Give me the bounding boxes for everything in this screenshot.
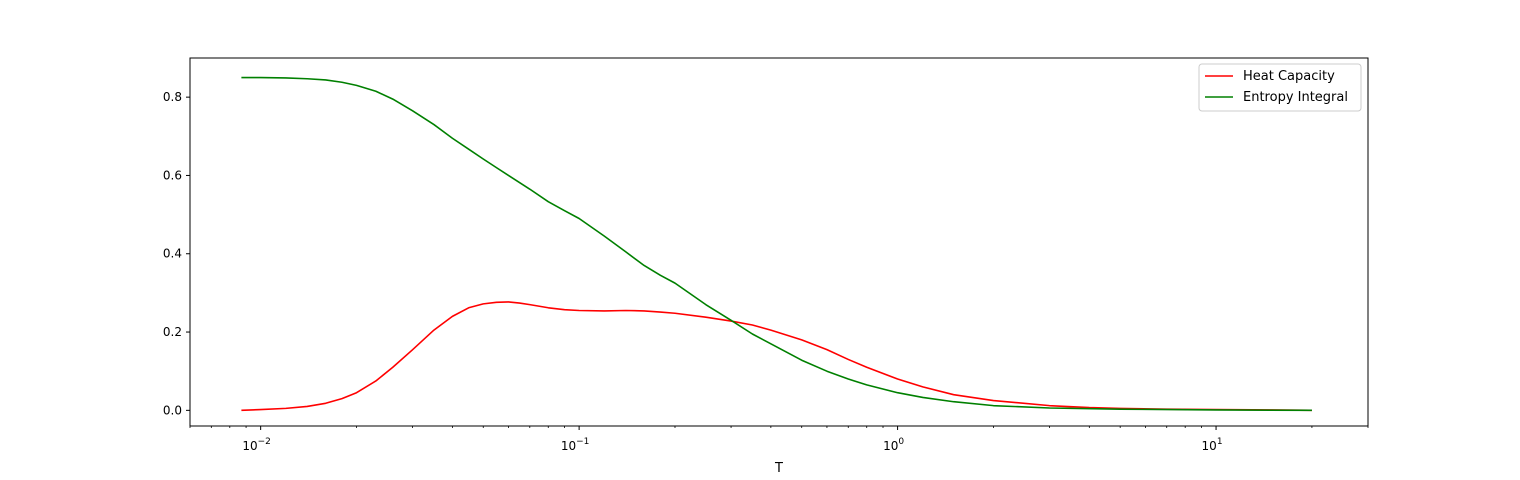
y-tick-label: 0.4 [163,247,182,261]
series-line-1 [241,76,1312,412]
legend-label-0: Heat Capacity [1243,69,1335,84]
x-tick-exponent: −2 [258,437,271,447]
x-axis-label: T [774,461,783,476]
y-tick-label: 0.6 [163,168,182,182]
x-tick-label: 100 [883,437,904,453]
legend: Heat Capacity Entropy Integral [1198,63,1362,112]
y-axis: 0.0 0.2 0.4 0.6 0.8 [163,90,190,417]
legend-label-1: Entropy Integral [1243,90,1348,105]
x-tick-exponent: 0 [898,437,904,447]
x-tick-label: 10−2 [242,437,271,453]
x-axis: 10−2 10−1 100 101 [189,426,1369,453]
x-tick-exponent: 1 [1217,437,1223,447]
y-tick-label: 0.2 [163,325,182,339]
series-line-0 [241,301,1312,412]
x-tick-exponent: −1 [576,437,589,447]
y-tick-label: 0.8 [163,90,182,104]
x-tick-label: 101 [1202,437,1223,453]
y-tick-label: 0.0 [163,403,182,417]
plot-area [189,57,1369,427]
legend-box [1198,63,1362,112]
x-tick-label: 10−1 [561,437,590,453]
plot-frame [189,57,1369,427]
series-layer [241,76,1312,412]
